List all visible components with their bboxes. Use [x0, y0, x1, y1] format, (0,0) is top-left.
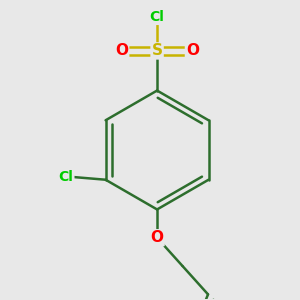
Text: O: O	[151, 230, 164, 245]
Text: O: O	[186, 44, 199, 59]
Text: Cl: Cl	[58, 170, 74, 184]
Text: O: O	[115, 44, 128, 59]
Text: Cl: Cl	[150, 10, 164, 24]
Text: S: S	[152, 44, 163, 59]
